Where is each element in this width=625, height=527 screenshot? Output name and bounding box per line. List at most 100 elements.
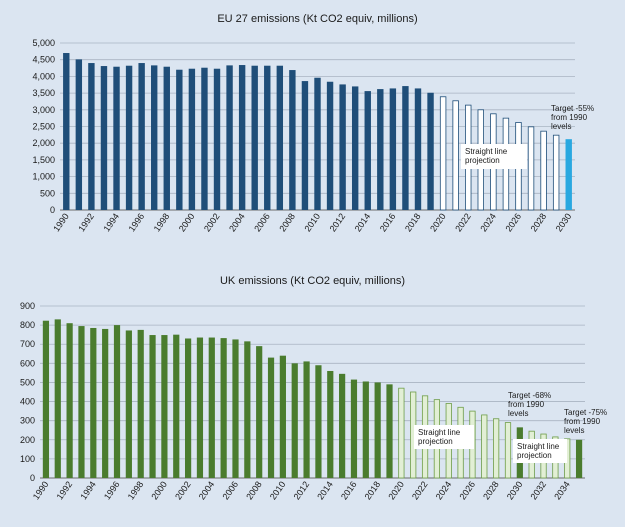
annotation-line: from 1990 bbox=[508, 400, 545, 409]
x-tick-label: 2004 bbox=[197, 479, 217, 501]
projection-bar bbox=[398, 387, 405, 479]
x-tick-label: 2018 bbox=[403, 211, 423, 233]
x-tick-label: 2022 bbox=[453, 211, 473, 233]
annotation-line: Target -68% bbox=[508, 391, 551, 400]
projection-bar bbox=[527, 126, 535, 211]
annotation-line: from 1990 bbox=[564, 417, 601, 426]
x-tick-label: 2026 bbox=[457, 479, 477, 501]
y-tick-label: 4,500 bbox=[32, 55, 55, 65]
actual-bar bbox=[364, 91, 371, 210]
y-tick-label: 2,000 bbox=[32, 138, 55, 148]
x-tick-label: 2028 bbox=[481, 479, 501, 501]
x-tick-label: 1994 bbox=[78, 479, 98, 501]
projection-bar bbox=[481, 414, 488, 479]
x-tick-label: 2010 bbox=[302, 211, 322, 233]
projection-bar bbox=[439, 96, 447, 211]
y-tick-label: 2,500 bbox=[32, 122, 55, 132]
actual-bar bbox=[226, 65, 233, 211]
projection-bar bbox=[552, 134, 560, 211]
annotation: Target -55% from 1990 levels bbox=[551, 104, 594, 131]
actual-bar bbox=[208, 337, 215, 478]
projection-bar bbox=[493, 418, 500, 479]
annotation-line: projection bbox=[517, 451, 552, 460]
y-tick-label: 400 bbox=[20, 397, 35, 407]
actual-bar bbox=[301, 81, 309, 211]
y-tick-label: 800 bbox=[20, 320, 35, 330]
actual-bar bbox=[256, 346, 263, 478]
annotation-line: from 1990 bbox=[551, 113, 588, 122]
x-tick-label: 2032 bbox=[528, 479, 548, 501]
annotation-box bbox=[414, 425, 474, 449]
x-tick-label: 2028 bbox=[529, 211, 549, 233]
actual-bar bbox=[113, 325, 121, 478]
annotation-line: Straight line bbox=[418, 428, 461, 437]
annotation: Target -68% from 1990 levels bbox=[508, 391, 551, 418]
annotation-line: levels bbox=[551, 122, 571, 131]
x-tick-label: 2000 bbox=[177, 211, 197, 233]
actual-bar bbox=[326, 81, 334, 210]
annotation-line: projection bbox=[418, 437, 453, 446]
annotation-line: projection bbox=[465, 156, 500, 165]
y-tick-label: 500 bbox=[40, 188, 55, 198]
actual-bar bbox=[244, 341, 251, 478]
actual-bar bbox=[327, 370, 334, 478]
y-tick-label: 0 bbox=[30, 473, 35, 483]
y-tick-label: 3,500 bbox=[32, 88, 55, 98]
x-tick-label: 2002 bbox=[202, 211, 222, 233]
x-tick-label: 2000 bbox=[149, 479, 169, 501]
x-tick-label: 2016 bbox=[339, 479, 359, 501]
actual-bar bbox=[188, 68, 196, 210]
actual-bar bbox=[279, 355, 286, 478]
y-tick-label: 100 bbox=[20, 454, 35, 464]
y-tick-label: 3,000 bbox=[32, 105, 55, 115]
actual-bar bbox=[151, 65, 158, 211]
y-tick-label: 0 bbox=[50, 205, 55, 215]
actual-bar bbox=[350, 379, 358, 478]
actual-bar bbox=[386, 384, 393, 478]
actual-bar bbox=[102, 328, 109, 478]
x-tick-label: 1992 bbox=[55, 479, 75, 501]
actual-bar bbox=[88, 63, 95, 210]
actual-bar bbox=[267, 357, 275, 478]
chart-2: UK emissions (Kt CO2 equiv, millions) 0 10… bbox=[20, 275, 607, 502]
x-tick-label: 2012 bbox=[292, 479, 312, 501]
actual-bar bbox=[184, 338, 192, 478]
actual-bar bbox=[138, 63, 145, 210]
x-tick-label: 2016 bbox=[378, 211, 398, 233]
x-tick-label: 1996 bbox=[127, 211, 147, 233]
actual-bar bbox=[351, 86, 359, 210]
actual-bar bbox=[66, 323, 73, 478]
chart-1: EU 27 emissions (Kt CO2 equiv, millions)… bbox=[32, 13, 594, 234]
actual-bar bbox=[113, 66, 120, 211]
actual-bar bbox=[389, 88, 397, 210]
annotation-line: Target -75% bbox=[564, 408, 607, 417]
x-tick-label: 2030 bbox=[554, 211, 574, 233]
actual-bar bbox=[163, 66, 170, 211]
x-tick-label: 2026 bbox=[503, 211, 523, 233]
projection-bar bbox=[504, 422, 512, 479]
x-tick-label: 2010 bbox=[268, 479, 288, 501]
x-tick-label: 2020 bbox=[386, 479, 406, 501]
annotation: Straight line projection bbox=[418, 428, 461, 446]
projection-bar bbox=[540, 130, 547, 211]
actual-bar bbox=[54, 319, 61, 478]
x-tick-label: 1996 bbox=[102, 479, 122, 501]
actual-bar bbox=[125, 65, 133, 210]
chart-title: UK emissions (Kt CO2 equiv, millions) bbox=[220, 275, 405, 287]
actual-bar bbox=[315, 365, 322, 478]
actual-bar bbox=[402, 86, 409, 210]
x-tick-label: 2006 bbox=[252, 211, 272, 233]
y-tick-label: 200 bbox=[20, 435, 35, 445]
actual-bar bbox=[232, 339, 239, 478]
actual-bar bbox=[427, 92, 434, 210]
actual-bar bbox=[264, 65, 271, 210]
x-tick-label: 2024 bbox=[434, 479, 454, 501]
actual-bar bbox=[78, 326, 85, 478]
annotation-line: Target -55% bbox=[551, 104, 594, 113]
x-tick-label: 2030 bbox=[505, 479, 525, 501]
actual-bar bbox=[377, 89, 384, 210]
annotation: Straight line projection bbox=[465, 147, 508, 165]
x-tick-label: 2012 bbox=[328, 211, 348, 233]
actual-bar bbox=[173, 334, 180, 478]
